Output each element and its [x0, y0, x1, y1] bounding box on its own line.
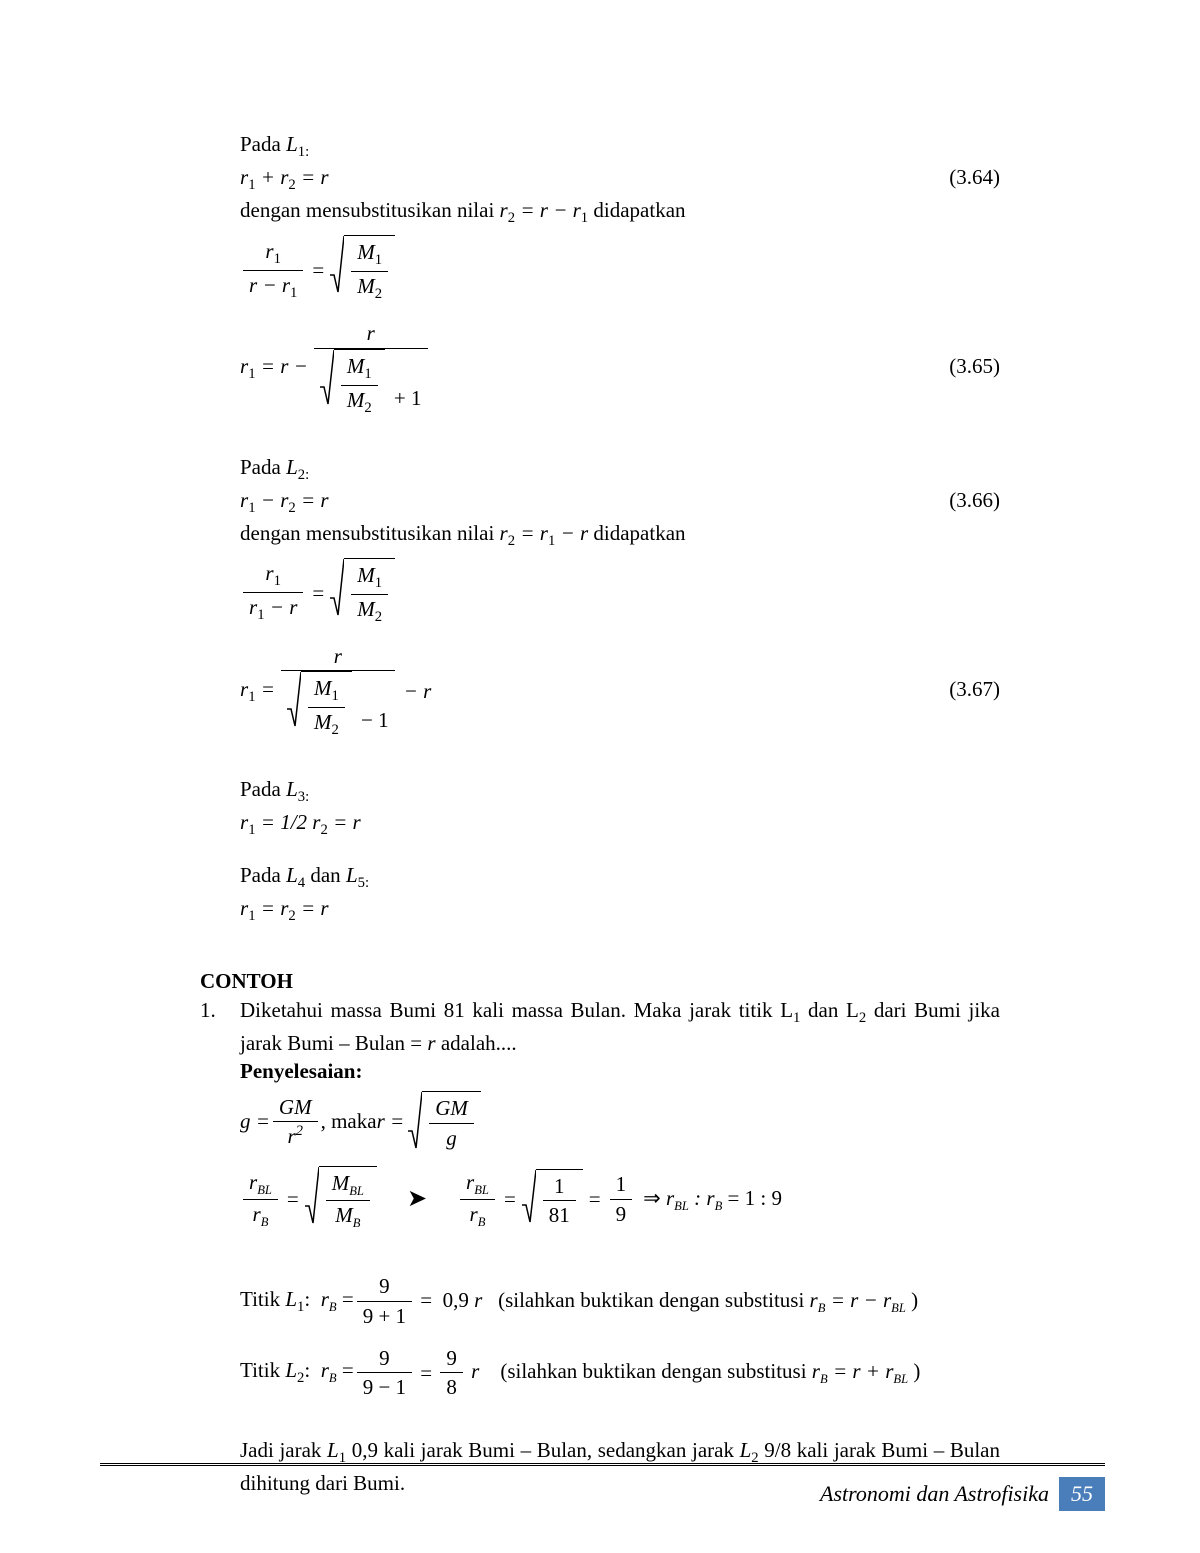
- page-number: 55: [1059, 1477, 1105, 1511]
- subst1-c: didapatkan: [593, 198, 685, 222]
- titik-l1: Titik L1: rB = 99 + 1 = 0,9 r (silahkan …: [240, 1272, 1000, 1330]
- eqnum-366: (3.66): [929, 486, 1000, 514]
- example-question: Diketahui massa Bumi 81 kali massa Bulan…: [240, 996, 1000, 1057]
- eq-block-366a: r1r1 − r = M1M2: [240, 558, 1000, 628]
- l2-header: Pada L2:: [240, 453, 1000, 486]
- arrow-icon: ➤: [407, 1183, 427, 1215]
- eq-3-66: r1 − r2 = r (3.66): [240, 486, 1000, 519]
- footer-divider: [100, 1463, 1105, 1466]
- item-num: 1.: [200, 996, 240, 1498]
- subst1-a: dengan mensubstitusikan nilai: [240, 198, 500, 222]
- subst2-a: dengan mensubstitusikan nilai: [240, 521, 500, 545]
- l45-header: Pada L4 dan L5:: [240, 861, 1000, 894]
- contoh-heading: CONTOH: [200, 967, 1000, 995]
- eqnum-367: (3.67): [929, 675, 1000, 703]
- penyelesaian-label: Penyelesaian:: [240, 1057, 1000, 1085]
- eqnum-364: (3.64): [929, 163, 1000, 191]
- subst2-c: didapatkan: [593, 521, 685, 545]
- l45-eq: r1 = r2 = r: [240, 894, 1000, 927]
- maka: , maka: [321, 1107, 377, 1135]
- page-footer: Astronomi dan Astrofisika 55: [0, 1469, 1200, 1513]
- l3-header: Pada L3:: [240, 775, 1000, 808]
- step-2: rBLrB = MBLMB ➤ rBLrB = 181 =: [240, 1166, 1000, 1232]
- footer-title: Astronomi dan Astrofisika: [820, 1481, 1059, 1507]
- step-1: g = GMr2 , maka r = GMg: [240, 1091, 1000, 1152]
- eqnum-365: (3.65): [929, 352, 1000, 380]
- subst-1: dengan mensubstitusikan nilai r2 = r − r…: [240, 196, 1000, 229]
- eq-3-65: r1 = r − r M1M2 + 1 (3.65): [240, 319, 1000, 418]
- eq-3-67: r1 = r M1M2 − 1 − r (3.67): [240, 642, 1000, 741]
- eq-block-364a: r1r − r1 = M1M2: [240, 235, 1000, 305]
- l1-header: Pada L1:: [240, 130, 1000, 163]
- subst-2: dengan mensubstitusikan nilai r2 = r1 − …: [240, 519, 1000, 552]
- example-1: 1. Diketahui massa Bumi 81 kali massa Bu…: [200, 996, 1000, 1498]
- eq-3-64: r1 + r2 = r (3.64): [240, 163, 1000, 196]
- l3-eq: r1 = 1/2 r2 = r: [240, 808, 1000, 841]
- titik-l2: Titik L2: rB = 99 − 1 = 98 r (silahkan b…: [240, 1344, 1000, 1402]
